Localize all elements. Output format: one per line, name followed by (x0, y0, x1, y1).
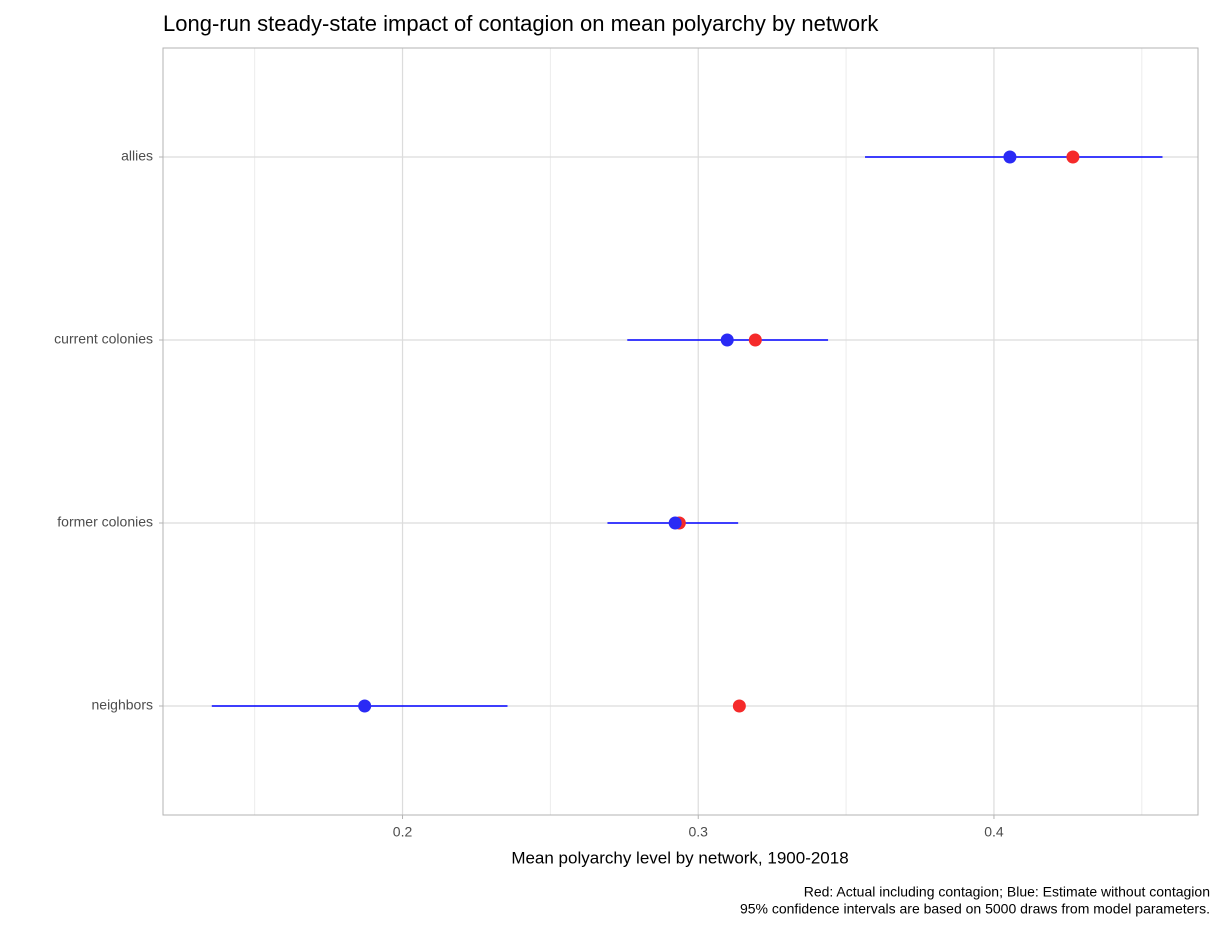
y-tick-label: current colonies (54, 331, 153, 347)
point (732, 699, 746, 713)
point (748, 333, 762, 347)
x-tick-label: 0.3 (689, 824, 709, 840)
y-tick-label: allies (121, 148, 153, 164)
chart-title: Long-run steady-state impact of contagio… (163, 11, 879, 36)
point (1003, 150, 1017, 164)
y-tick-label: neighbors (92, 697, 154, 713)
x-axis-label: Mean polyarchy level by network, 1900-20… (511, 848, 848, 867)
caption: Red: Actual including contagion; Blue: E… (804, 884, 1210, 900)
panel-border (162, 47, 1199, 816)
point (720, 333, 734, 347)
point (358, 699, 372, 713)
y-tick-label: former colonies (57, 514, 153, 530)
x-tick-label: 0.4 (984, 824, 1004, 840)
point (668, 516, 682, 530)
point (1066, 150, 1080, 164)
x-tick-label: 0.2 (393, 824, 413, 840)
caption: 95% confidence intervals are based on 50… (740, 901, 1210, 917)
